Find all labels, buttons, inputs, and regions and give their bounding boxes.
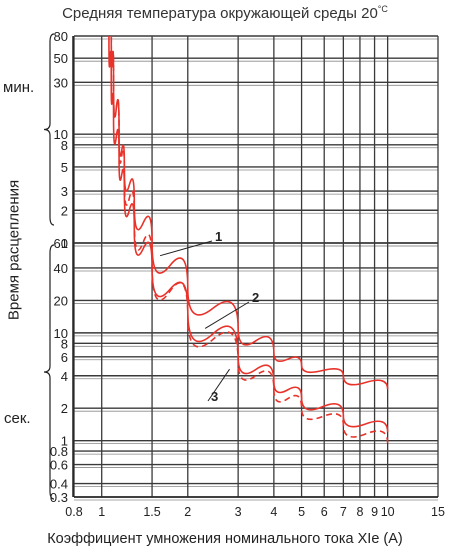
y-tick-label: 30 <box>54 75 68 90</box>
x-tick-label: 7 <box>340 505 347 519</box>
chart-title: Средняя температура окружающей среды 20°… <box>62 4 388 22</box>
y-tick-label: 1 <box>61 236 68 251</box>
y-tick-label: 0.3 <box>50 490 68 505</box>
x-tick-label: 9 <box>371 505 378 519</box>
series-2-label: 2 <box>252 290 259 305</box>
y-tick-label: 5 <box>61 160 68 175</box>
plot-area <box>74 36 438 497</box>
x-tick-label: 4 <box>270 505 277 519</box>
y-tick-label: 10 <box>54 326 68 341</box>
seconds-brace <box>43 244 55 500</box>
y-tick-label: 0.4 <box>50 477 68 492</box>
y-tick-label: 3 <box>61 184 68 199</box>
y-tick-label: 40 <box>54 261 68 276</box>
series-3-leader-line <box>207 368 230 402</box>
x-tick-label: 0.8 <box>65 505 82 519</box>
y-tick-label: 8 <box>61 336 68 351</box>
y-tick-label: 6 <box>61 350 68 365</box>
y-tick-label: 2 <box>61 401 68 416</box>
x-tick-label: 8 <box>356 505 363 519</box>
x-tick-label: 5 <box>298 505 305 519</box>
series-3-label: 3 <box>211 389 218 404</box>
y-tick-label: 80 <box>54 29 68 44</box>
minutes-brace <box>43 33 55 226</box>
y-tick-label: 10 <box>54 127 68 142</box>
y-unit-seconds: сек. <box>4 410 31 427</box>
y-unit-minutes: мин. <box>3 79 35 96</box>
x-tick-label: 6 <box>321 505 328 519</box>
y-tick-label: 20 <box>54 293 68 308</box>
x-tick-label: 1 <box>98 505 105 519</box>
y-tick-label: 50 <box>54 51 68 66</box>
series-3-curve <box>110 35 389 444</box>
y-tick-label: 0.6 <box>50 458 68 473</box>
x-axis-label: Коэффициент умножения номинального тока … <box>47 531 403 547</box>
y-tick-label: 1 <box>61 434 68 449</box>
x-tick-label: 2 <box>184 505 191 519</box>
x-tick-label: 1.5 <box>143 505 160 519</box>
y-tick-label: 2 <box>61 203 68 218</box>
y-tick-label: 4 <box>61 369 68 384</box>
y-tick-label: 8 <box>61 138 68 153</box>
series-2-leader-line <box>204 301 250 329</box>
series-1-leader-line <box>159 240 213 257</box>
x-tick-label: 3 <box>235 505 242 519</box>
y-tick-label: 0.8 <box>50 444 68 459</box>
x-tick-label: 15 <box>431 505 445 519</box>
series-1-label: 1 <box>215 229 222 244</box>
x-tick-label: 10 <box>381 505 395 519</box>
y-tick-label: 60 <box>54 236 68 251</box>
